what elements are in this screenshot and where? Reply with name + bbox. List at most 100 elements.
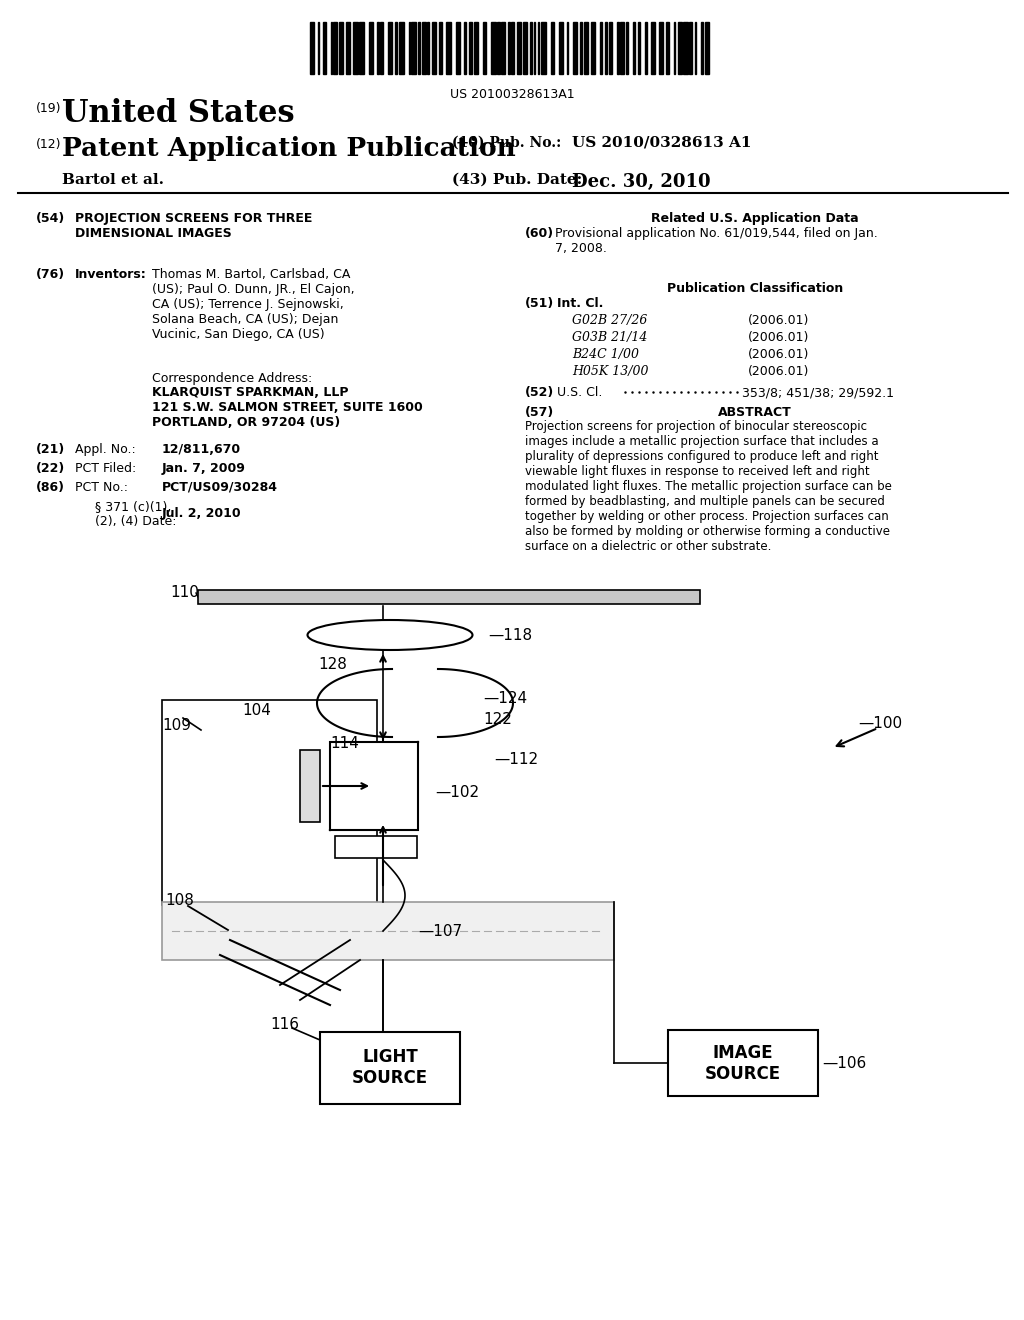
Text: (21): (21) — [36, 444, 66, 455]
Bar — [334, 22, 337, 74]
Bar — [645, 22, 647, 74]
Bar — [695, 22, 696, 74]
Bar — [411, 22, 416, 74]
Text: 108: 108 — [165, 894, 194, 908]
Text: 104: 104 — [242, 704, 271, 718]
Text: (51): (51) — [525, 297, 554, 310]
Bar — [609, 22, 611, 74]
Bar — [573, 22, 577, 74]
Text: US 2010/0328613 A1: US 2010/0328613 A1 — [572, 136, 752, 150]
Text: (52): (52) — [525, 385, 554, 399]
Bar — [409, 22, 410, 74]
Text: —100: —100 — [858, 715, 902, 731]
Text: Dec. 30, 2010: Dec. 30, 2010 — [572, 173, 711, 191]
Text: —112: —112 — [494, 752, 539, 767]
Text: Provisional application No. 61/019,544, filed on Jan.
7, 2008.: Provisional application No. 61/019,544, … — [555, 227, 878, 255]
Bar — [319, 1032, 460, 1104]
Bar — [591, 22, 595, 74]
Bar — [600, 22, 602, 74]
Bar — [559, 22, 562, 74]
Bar — [346, 22, 350, 74]
Text: 110: 110 — [170, 585, 199, 601]
Text: Patent Application Publication: Patent Application Publication — [62, 136, 516, 161]
Bar — [605, 22, 607, 74]
Bar — [666, 22, 670, 74]
Text: (54): (54) — [36, 213, 66, 224]
Bar — [678, 22, 682, 74]
Text: (43) Pub. Date:: (43) Pub. Date: — [452, 173, 583, 187]
Bar — [432, 22, 435, 74]
Text: —102: —102 — [435, 785, 479, 800]
Bar — [474, 22, 478, 74]
Text: H05K 13/00: H05K 13/00 — [572, 366, 648, 378]
Text: 114: 114 — [330, 737, 358, 751]
Text: (57): (57) — [525, 407, 554, 418]
Text: Publication Classification: Publication Classification — [667, 282, 843, 294]
Bar — [535, 22, 536, 74]
Text: ABSTRACT: ABSTRACT — [718, 407, 792, 418]
Bar — [490, 22, 496, 74]
Text: —124: —124 — [483, 690, 527, 706]
Bar — [418, 22, 421, 74]
Bar — [668, 1030, 818, 1096]
Bar — [482, 22, 486, 74]
Text: Projection screens for projection of binocular stereoscopic
images include a met: Projection screens for projection of bin… — [525, 420, 892, 553]
Text: (2006.01): (2006.01) — [748, 314, 809, 327]
Text: Bartol et al.: Bartol et al. — [62, 173, 164, 187]
Text: B24C 1/00: B24C 1/00 — [572, 348, 639, 360]
Bar — [551, 22, 554, 74]
Text: 116: 116 — [270, 1016, 299, 1032]
Bar — [509, 22, 510, 74]
Text: —106: —106 — [822, 1056, 866, 1071]
Bar — [399, 22, 403, 74]
Bar — [633, 22, 635, 74]
Text: PCT Filed:: PCT Filed: — [75, 462, 136, 475]
Bar — [335, 836, 417, 858]
Bar — [517, 22, 521, 74]
Bar — [318, 22, 319, 74]
Bar — [300, 750, 319, 822]
Bar — [626, 22, 629, 74]
Text: United States: United States — [62, 98, 295, 129]
Text: (12): (12) — [36, 139, 61, 150]
Text: (22): (22) — [36, 462, 66, 475]
Text: 109: 109 — [162, 718, 191, 733]
Bar — [359, 22, 364, 74]
Text: 122: 122 — [483, 711, 512, 727]
Text: PCT No.:: PCT No.: — [75, 480, 128, 494]
Bar — [511, 22, 514, 74]
Bar — [621, 22, 624, 74]
Bar — [469, 22, 472, 74]
Text: (10) Pub. No.:: (10) Pub. No.: — [452, 136, 561, 150]
Bar — [538, 22, 539, 74]
Text: —107: —107 — [418, 924, 462, 939]
Text: 353/8; 451/38; 29/592.1: 353/8; 451/38; 29/592.1 — [742, 385, 894, 399]
Text: Correspondence Address:: Correspondence Address: — [152, 372, 312, 385]
Bar — [339, 22, 343, 74]
Bar — [394, 22, 397, 74]
Text: G03B 21/14: G03B 21/14 — [572, 331, 647, 345]
Text: G02B 27/26: G02B 27/26 — [572, 314, 647, 327]
Bar — [542, 22, 546, 74]
Bar — [162, 700, 377, 906]
Text: (2006.01): (2006.01) — [748, 366, 809, 378]
Bar — [198, 590, 700, 605]
Bar — [310, 22, 313, 74]
Text: US 20100328613A1: US 20100328613A1 — [450, 88, 574, 102]
Ellipse shape — [307, 620, 472, 649]
Bar — [387, 22, 392, 74]
Text: Appl. No.:: Appl. No.: — [75, 444, 136, 455]
Bar — [522, 22, 527, 74]
Bar — [427, 22, 429, 74]
Bar — [638, 22, 640, 74]
Bar — [616, 22, 618, 74]
Bar — [369, 22, 374, 74]
Text: Int. Cl.: Int. Cl. — [557, 297, 603, 310]
Bar — [650, 22, 655, 74]
Text: (2006.01): (2006.01) — [748, 331, 809, 345]
Text: (76): (76) — [36, 268, 66, 281]
Text: § 371 (c)(1),
(2), (4) Date:: § 371 (c)(1), (2), (4) Date: — [95, 500, 176, 528]
Bar — [323, 22, 327, 74]
Text: (86): (86) — [36, 480, 65, 494]
Text: U.S. Cl.: U.S. Cl. — [557, 385, 602, 399]
